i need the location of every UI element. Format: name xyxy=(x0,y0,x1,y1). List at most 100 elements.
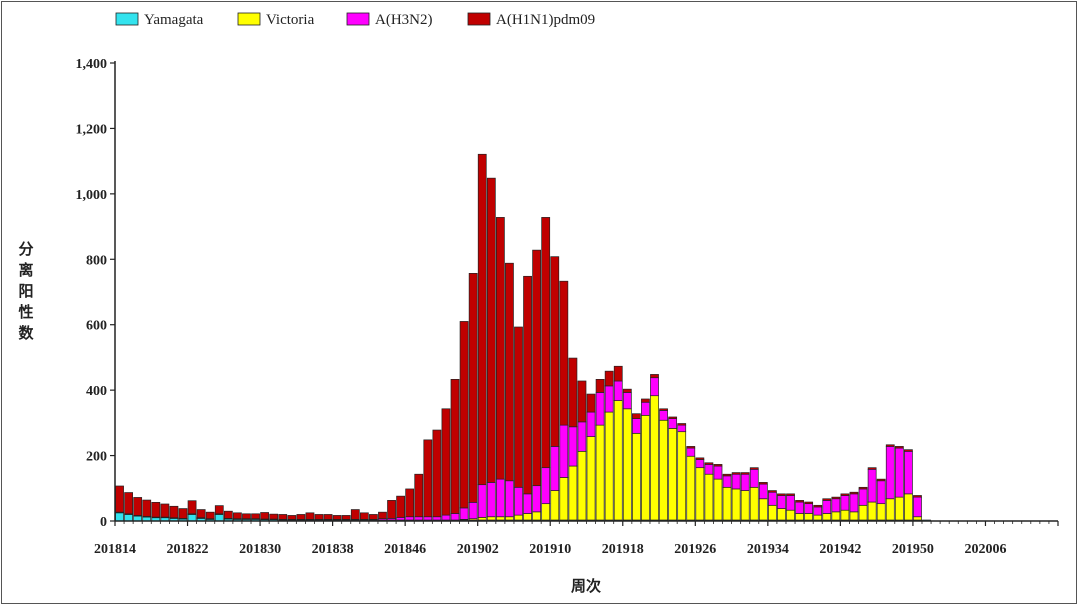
bar-h1n1-201910 xyxy=(550,256,560,447)
bar-h3n2-201845 xyxy=(396,517,406,521)
bar-h3n2-201908 xyxy=(532,485,542,513)
bar-h3n2-201916 xyxy=(604,385,614,413)
bar-victoria-201928 xyxy=(713,478,723,521)
bar-h3n2-201945 xyxy=(867,468,877,503)
bar-h1n1-201819 xyxy=(160,503,170,518)
bar-h1n1-201907 xyxy=(523,275,532,495)
bar-h1n1-201833 xyxy=(287,515,297,520)
bar-victoria-201947 xyxy=(885,498,895,521)
bar-h3n2-201851 xyxy=(450,513,460,521)
bar-yamagata-201815 xyxy=(124,514,133,522)
y-tick-label: 600 xyxy=(86,319,107,334)
y-tick-label: 400 xyxy=(86,384,107,399)
legend-swatch-yamagata xyxy=(115,12,139,26)
x-tick-label: 201846 xyxy=(384,542,426,557)
bar-h1n1-201923 xyxy=(668,416,678,419)
bar-h1n1-201940 xyxy=(822,498,832,501)
bar-h1n1-201845 xyxy=(396,495,406,518)
x-tick-label: 201950 xyxy=(892,542,934,557)
bar-h1n1-201931 xyxy=(740,472,750,475)
bar-h1n1-201824 xyxy=(205,511,215,520)
bar-h1n1-201818 xyxy=(151,502,161,518)
bar-h3n2-201937 xyxy=(795,501,804,514)
bar-h3n2-201921 xyxy=(650,377,659,397)
bar-h3n2-201847 xyxy=(414,516,424,521)
bar-h1n1-201946 xyxy=(876,478,886,482)
bar-victoria-201944 xyxy=(858,504,868,521)
bar-h1n1-201816 xyxy=(133,497,143,516)
bar-h1n1-201827 xyxy=(233,512,242,520)
bar-h3n2-201846 xyxy=(405,516,415,521)
bar-victoria-201934 xyxy=(767,504,777,521)
bar-h1n1-201814 xyxy=(115,485,124,513)
bar-h1n1-201948 xyxy=(894,446,904,449)
bar-victoria-201943 xyxy=(849,511,859,521)
bar-victoria-201946 xyxy=(876,503,886,521)
bar-victoria-201914 xyxy=(586,436,596,521)
bar-h1n1-201939 xyxy=(813,504,823,508)
bar-h3n2-201934 xyxy=(767,491,777,506)
bar-h1n1-201930 xyxy=(731,472,741,475)
legend: Yamagata Victoria A(H3N2) A(H1N1)pdm09 xyxy=(115,12,595,28)
bar-h3n2-201942 xyxy=(840,495,850,511)
bar-h1n1-201842 xyxy=(369,514,378,520)
bar-h3n2-201918 xyxy=(622,392,632,410)
bar-victoria-201935 xyxy=(777,508,786,521)
x-tick-label: 201830 xyxy=(239,542,281,557)
bar-h1n1-201917 xyxy=(613,365,623,382)
bar-victoria-201933 xyxy=(758,498,768,521)
bar-victoria-201949 xyxy=(904,493,913,521)
bar-h1n1-201843 xyxy=(378,511,387,520)
bar-h3n2-201950 xyxy=(913,496,922,518)
bar-h3n2-201852 xyxy=(459,507,469,520)
y-axis-title-char: 离 xyxy=(18,261,33,279)
y-axis-title-char: 分 xyxy=(18,240,33,258)
bar-h1n1-201909 xyxy=(541,217,551,469)
legend-label-yamagata: Yamagata xyxy=(144,12,204,28)
bar-victoria-201948 xyxy=(894,496,904,521)
bar-victoria-201915 xyxy=(595,424,605,521)
bar-victoria-201911 xyxy=(559,477,569,521)
bar-victoria-201929 xyxy=(722,486,732,521)
bar-h1n1-201828 xyxy=(242,513,251,520)
bar-victoria-201909 xyxy=(541,503,551,521)
bar-h1n1-201825 xyxy=(214,505,224,515)
bar-h3n2-201929 xyxy=(722,475,732,488)
bar-victoria-201930 xyxy=(731,488,741,521)
x-axis-title: 周次 xyxy=(571,577,601,595)
bar-victoria-201908 xyxy=(532,511,542,521)
x-tick-label: 201814 xyxy=(94,542,136,557)
bar-h1n1-201922 xyxy=(659,408,668,411)
bar-h1n1-201903 xyxy=(486,177,496,483)
bar-victoria-201931 xyxy=(740,490,750,521)
bar-h1n1-201826 xyxy=(223,510,233,519)
bar-h3n2-201907 xyxy=(523,493,532,514)
bar-h1n1-201851 xyxy=(450,379,460,514)
bar-h1n1-201839 xyxy=(341,515,351,520)
bar-h1n1-201906 xyxy=(514,326,523,488)
bar-h1n1-201919 xyxy=(631,413,641,419)
x-tick-label: 201822 xyxy=(167,542,209,557)
bar-yamagata-201814 xyxy=(115,512,124,522)
bar-h3n2-201917 xyxy=(613,380,623,401)
bar-victoria-201916 xyxy=(604,411,614,521)
bar-h3n2-201933 xyxy=(758,483,768,500)
bar-h3n2-201936 xyxy=(786,495,795,511)
x-tick-label: 201910 xyxy=(529,542,571,557)
bar-victoria-201920 xyxy=(641,414,650,521)
bar-h1n1-201838 xyxy=(332,515,342,520)
bar-victoria-201921 xyxy=(650,395,659,521)
bar-victoria-201917 xyxy=(613,400,623,521)
bar-h3n2-201940 xyxy=(822,500,832,514)
bar-h1n1-201943 xyxy=(849,491,859,495)
bar-victoria-201939 xyxy=(813,514,823,521)
bar-h3n2-201927 xyxy=(704,464,714,475)
bar-h3n2-201910 xyxy=(550,446,560,491)
bar-h1n1-201944 xyxy=(858,486,868,490)
bar-h1n1-201815 xyxy=(124,492,133,515)
bar-h1n1-201933 xyxy=(758,482,768,485)
bar-h3n2-201920 xyxy=(641,401,650,416)
bar-h3n2-201948 xyxy=(894,447,904,498)
y-axis-title-char: 性 xyxy=(18,303,33,321)
bar-h3n2-201913 xyxy=(577,421,587,452)
